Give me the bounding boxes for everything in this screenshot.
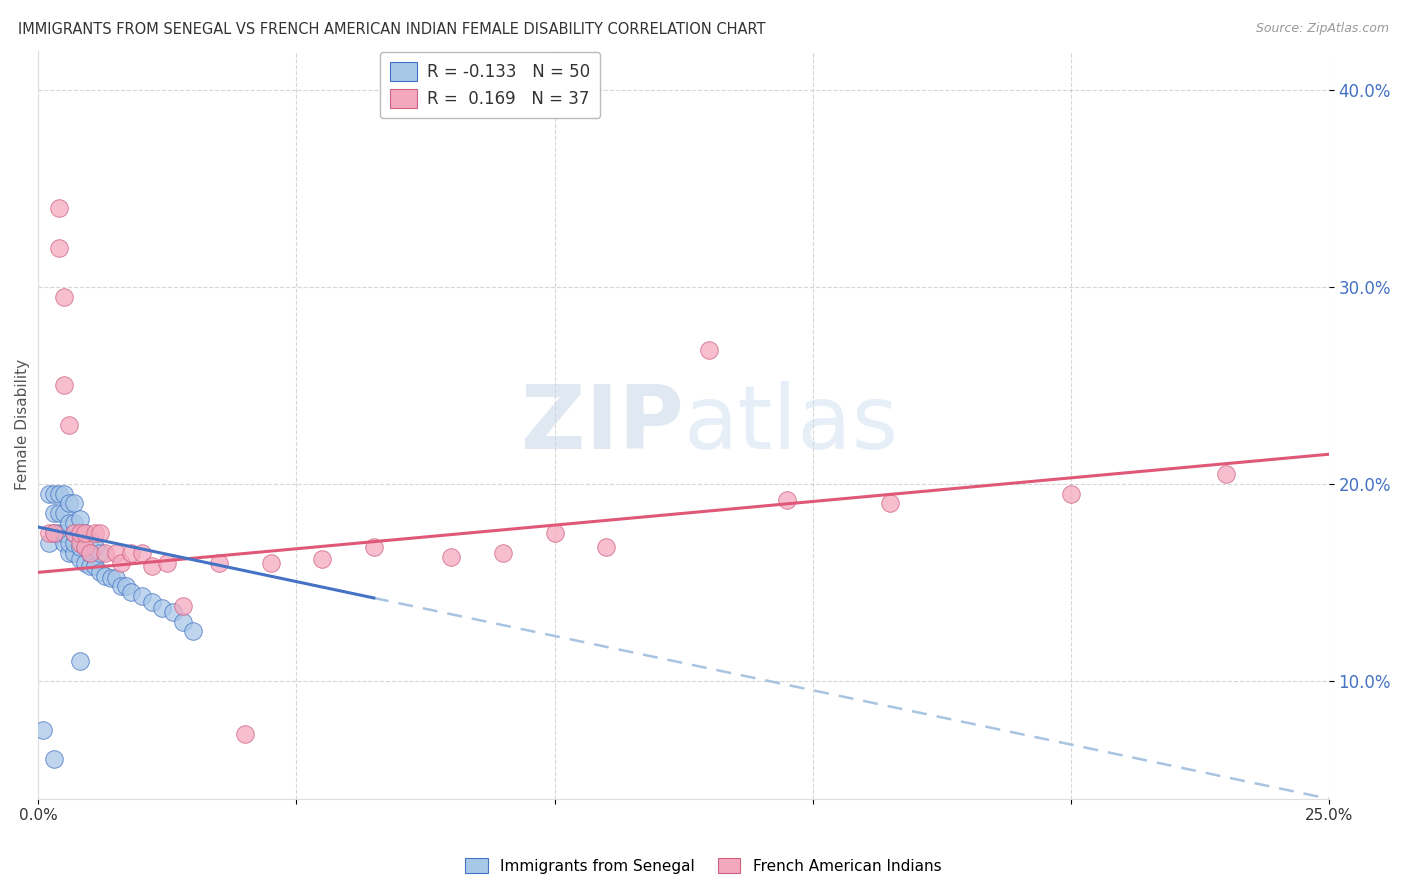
Point	[38, 526, 60, 541]
Point	[58, 496, 80, 510]
Point	[73, 540, 96, 554]
Point	[53, 526, 76, 541]
Point	[84, 526, 107, 541]
Point	[595, 540, 617, 554]
Point	[79, 559, 101, 574]
Legend: Immigrants from Senegal, French American Indians: Immigrants from Senegal, French American…	[458, 852, 948, 880]
Text: atlas: atlas	[683, 381, 898, 468]
Point	[38, 486, 60, 500]
Point	[131, 589, 153, 603]
Point	[73, 540, 96, 554]
Point	[73, 526, 96, 541]
Point	[32, 723, 55, 737]
Point	[73, 556, 96, 570]
Point	[492, 546, 515, 560]
Point	[42, 752, 65, 766]
Point	[48, 506, 70, 520]
Point	[63, 546, 86, 560]
Point	[89, 526, 111, 541]
Point	[110, 556, 132, 570]
Point	[100, 571, 122, 585]
Point	[543, 526, 565, 541]
Point	[150, 600, 173, 615]
Text: Source: ZipAtlas.com: Source: ZipAtlas.com	[1256, 22, 1389, 36]
Point	[208, 556, 231, 570]
Point	[120, 585, 142, 599]
Point	[233, 727, 256, 741]
Point	[53, 486, 76, 500]
Point	[42, 486, 65, 500]
Point	[156, 556, 179, 570]
Point	[58, 536, 80, 550]
Point	[53, 378, 76, 392]
Point	[879, 496, 901, 510]
Point	[89, 566, 111, 580]
Point	[141, 595, 163, 609]
Point	[115, 579, 138, 593]
Legend: R = -0.133   N = 50, R =  0.169   N = 37: R = -0.133 N = 50, R = 0.169 N = 37	[380, 52, 600, 119]
Text: ZIP: ZIP	[520, 381, 683, 468]
Point	[69, 551, 91, 566]
Point	[38, 536, 60, 550]
Text: IMMIGRANTS FROM SENEGAL VS FRENCH AMERICAN INDIAN FEMALE DISABILITY CORRELATION : IMMIGRANTS FROM SENEGAL VS FRENCH AMERIC…	[18, 22, 766, 37]
Point	[84, 559, 107, 574]
Point	[104, 571, 127, 585]
Point	[58, 546, 80, 560]
Point	[259, 556, 281, 570]
Point	[440, 549, 463, 564]
Point	[172, 599, 194, 613]
Point	[58, 417, 80, 432]
Point	[42, 526, 65, 541]
Point	[79, 546, 101, 560]
Point	[89, 546, 111, 560]
Point	[131, 546, 153, 560]
Point	[42, 506, 65, 520]
Point	[69, 654, 91, 668]
Point	[63, 526, 86, 541]
Point	[63, 496, 86, 510]
Point	[42, 526, 65, 541]
Point	[53, 506, 76, 520]
Point	[69, 512, 91, 526]
Point	[58, 516, 80, 530]
Point	[69, 540, 91, 554]
Point	[48, 241, 70, 255]
Point	[53, 536, 76, 550]
Point	[162, 605, 184, 619]
Point	[79, 546, 101, 560]
Point	[94, 546, 117, 560]
Point	[48, 201, 70, 215]
Point	[141, 559, 163, 574]
Point	[363, 540, 385, 554]
Point	[84, 540, 107, 554]
Point	[172, 615, 194, 629]
Point	[94, 569, 117, 583]
Point	[69, 526, 91, 541]
Point	[63, 526, 86, 541]
Point	[48, 526, 70, 541]
Y-axis label: Female Disability: Female Disability	[15, 359, 30, 491]
Point	[311, 551, 333, 566]
Point	[79, 532, 101, 546]
Point	[120, 546, 142, 560]
Point	[69, 536, 91, 550]
Point	[63, 536, 86, 550]
Point	[104, 546, 127, 560]
Point	[110, 579, 132, 593]
Point	[1060, 486, 1083, 500]
Point	[1215, 467, 1237, 481]
Point	[69, 526, 91, 541]
Point	[181, 624, 204, 639]
Point	[48, 486, 70, 500]
Point	[699, 343, 721, 357]
Point	[776, 492, 799, 507]
Point	[73, 526, 96, 541]
Point	[63, 516, 86, 530]
Point	[53, 290, 76, 304]
